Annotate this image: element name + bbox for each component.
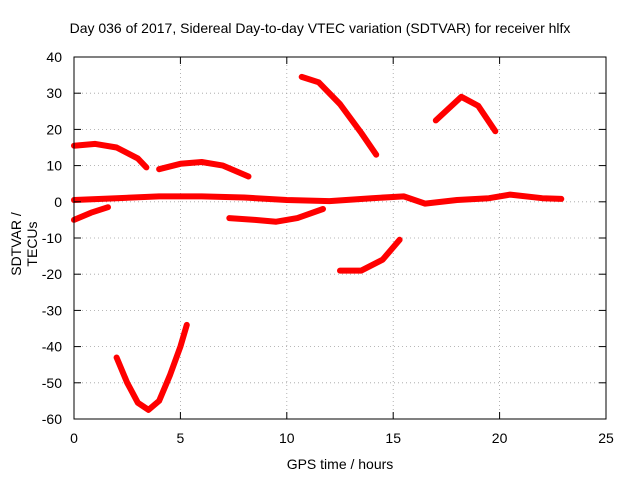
y-tick-label: -20 (42, 266, 62, 282)
series-line-6 (298, 73, 380, 158)
y-tick-label: 0 (54, 194, 62, 210)
series-line-1 (71, 191, 565, 207)
series-line-2 (71, 140, 150, 171)
series-line-3 (156, 159, 252, 180)
x-axis-label: GPS time / hours (286, 456, 394, 472)
series-line-8 (432, 93, 499, 135)
y-tick-label: -40 (42, 339, 62, 355)
x-tick-label: 25 (598, 430, 614, 446)
tick-layer: 0 5 10 15 20 25 -60 -50 -40 -30 -20 -10 0 10 20 30 40 (42, 49, 614, 446)
series-layer (71, 73, 565, 413)
y-tick-label: -50 (42, 375, 62, 391)
y-tick-label: 40 (46, 49, 62, 65)
chart-title: Day 036 of 2017, Sidereal Day-to-day VTE… (69, 20, 571, 36)
y-tick-label: -30 (42, 302, 62, 318)
y-tick-label: -60 (42, 411, 62, 427)
x-tick-label: 20 (492, 430, 508, 446)
grid (74, 57, 606, 419)
y-tick-label: 30 (46, 85, 62, 101)
x-tick-label: 15 (385, 430, 401, 446)
series-line-7 (337, 236, 403, 274)
y-tick-label: -10 (42, 230, 62, 246)
x-tick-label: 5 (177, 430, 185, 446)
series-line-4 (71, 204, 111, 223)
y-tick-label: 10 (46, 158, 62, 174)
x-tick-label: 10 (279, 430, 295, 446)
y-tick-label: 20 (46, 121, 62, 137)
x-tick-label: 0 (70, 430, 78, 446)
series-line-5 (226, 206, 326, 225)
y-axis-label: SDTVAR / TECUs (8, 212, 40, 276)
series-line-9 (113, 321, 190, 413)
